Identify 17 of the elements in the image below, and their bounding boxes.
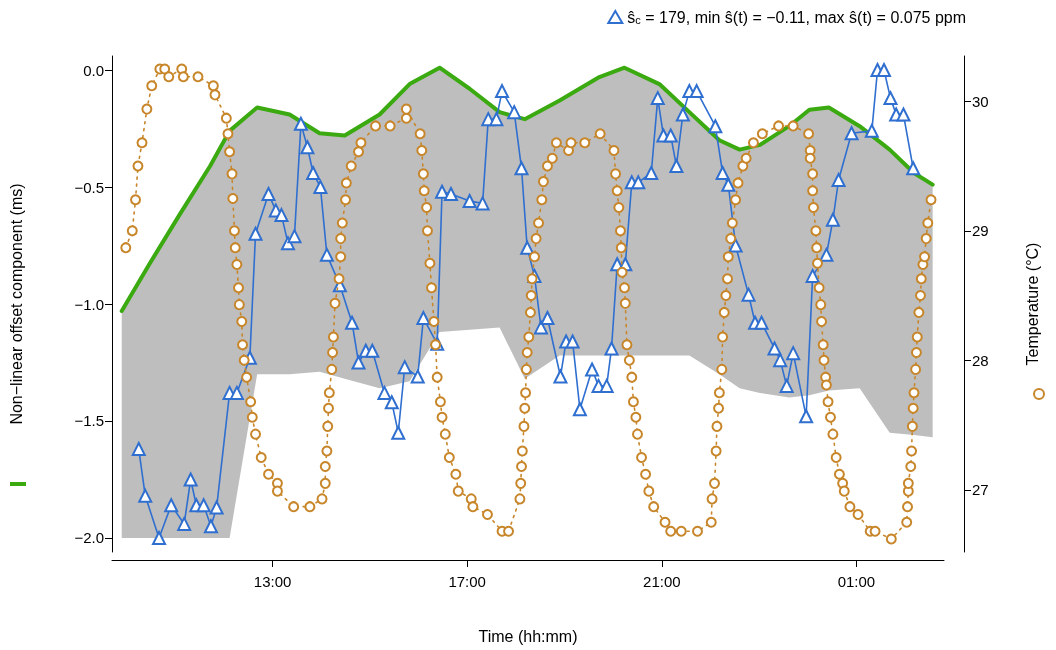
- y2-axis-title: Temperature (°C): [1023, 242, 1041, 366]
- y2-tick-label: 29: [972, 222, 989, 240]
- y2-tick-label: 27: [972, 481, 989, 499]
- x-tick-label: 13:00: [253, 573, 292, 590]
- y-tick-label: −1.5: [74, 412, 104, 430]
- y2-tick-label: 28: [972, 351, 989, 369]
- x-tick-label: 17:00: [448, 573, 486, 590]
- x-axis-title: Time (hh:mm): [478, 627, 578, 645]
- y-axis-title: Non−linear offset component (ms): [7, 183, 25, 425]
- x-tick-label: 01:00: [837, 573, 876, 590]
- y-tick-label: −2.0: [74, 529, 104, 547]
- y-tick-label: −0.5: [74, 178, 104, 196]
- y2-tick-label: 30: [972, 92, 989, 110]
- y-tick-label: 0.0: [83, 61, 104, 79]
- y-tick-label: −1.0: [74, 295, 104, 313]
- legend-label: ŝc = 179, min ŝ(t) = −0.11, max ŝ(t) = 0.075 ppm: [627, 8, 966, 26]
- x-tick-label: 21:00: [643, 573, 681, 590]
